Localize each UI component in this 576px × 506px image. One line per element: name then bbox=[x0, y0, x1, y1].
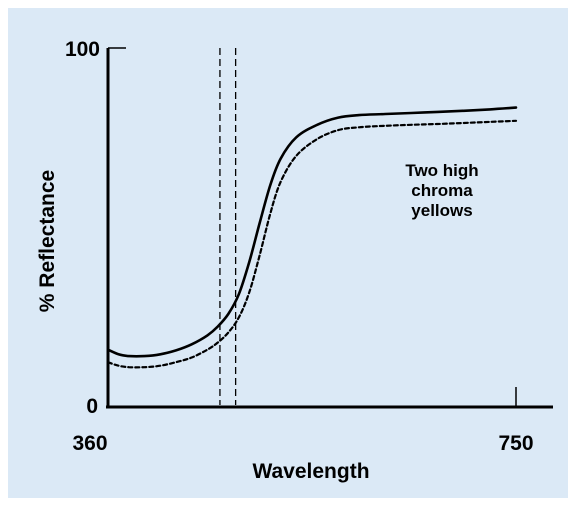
annotation-line-2: chroma bbox=[411, 181, 473, 200]
series-group bbox=[106, 106, 518, 369]
y-tick-label-0: 0 bbox=[86, 395, 98, 418]
reflectance-chart: 100 0 360 750 Wavelength % Reflectance Two hig… bbox=[36, 38, 553, 483]
annotation-line-3: yellows bbox=[411, 201, 472, 220]
series-line-1-solid bbox=[106, 106, 518, 358]
axes bbox=[106, 47, 553, 409]
labels-group: 100 0 360 750 Wavelength % Reflectance Two hig… bbox=[36, 38, 534, 483]
vertical-markers bbox=[219, 48, 237, 405]
chart-panel: 100 0 360 750 Wavelength % Reflectance Two hig… bbox=[8, 8, 568, 498]
annotation-line-1: Two high bbox=[405, 161, 478, 180]
x-tick-label-360: 360 bbox=[72, 432, 107, 455]
x-axis-title: Wavelength bbox=[252, 460, 369, 483]
y-axis-title: % Reflectance bbox=[36, 170, 59, 312]
y-tick-label-100: 100 bbox=[65, 38, 100, 61]
x-tick-label-750: 750 bbox=[498, 432, 533, 455]
series-line-2-dashed bbox=[106, 119, 518, 369]
